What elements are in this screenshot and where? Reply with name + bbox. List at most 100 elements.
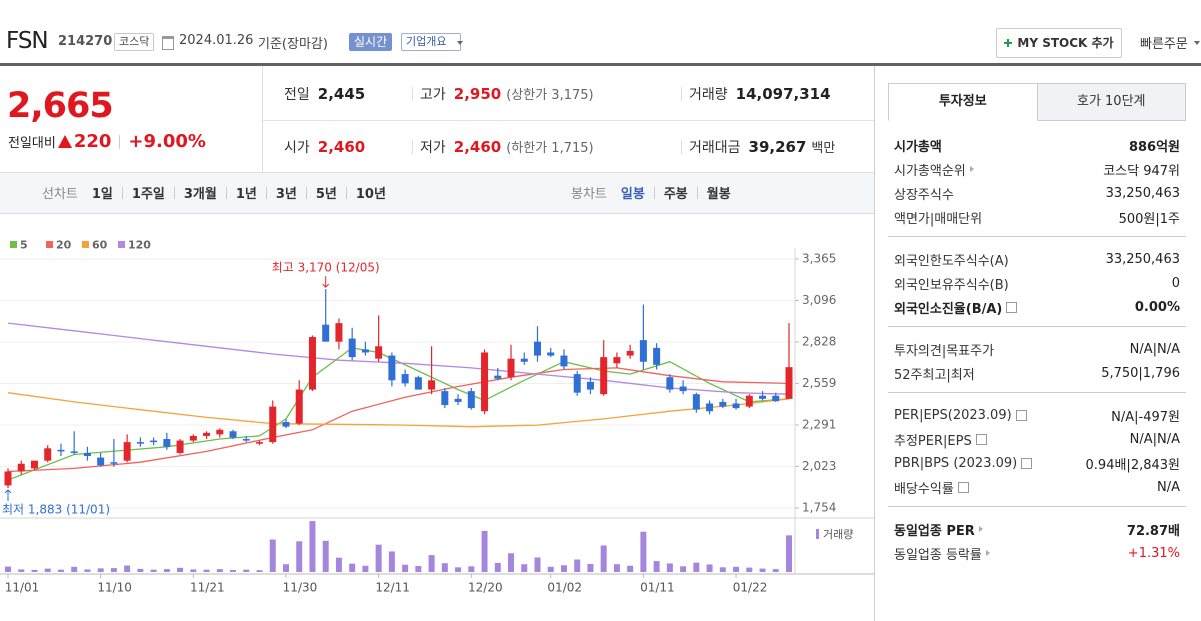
period-tab[interactable]: 1년 [235,187,257,202]
candle-body [44,448,52,461]
period-tab[interactable]: 1일 [91,187,113,202]
candle-body [679,386,687,392]
quote-field: 저가 2,460 (하한가 1,715) [420,137,594,157]
volume-bar [693,562,700,572]
period-tab[interactable]: 월봉 [706,187,731,202]
info-value: 코스닥 947위 [1103,163,1180,179]
panel-tab[interactable]: 호가 10단계 [1037,83,1186,121]
quote-field: 고가 2,950 (상한가 3,175) [420,84,594,104]
my-stock-button[interactable]: MY STOCK 추가 [996,28,1122,58]
candle-body [242,439,250,441]
candle-body [706,403,714,412]
period-tabs: 선차트 1일 1주일 3개월 1년 3년 5년 10년 [42,183,386,202]
period-tab[interactable]: 1주일 [131,187,165,202]
field-value: 39,267 [748,138,807,156]
volume-bar [124,565,131,572]
field-divider [412,87,413,101]
volume-bar [600,545,607,572]
volume-bar [534,557,541,572]
volume-bar [574,559,581,572]
period-tab[interactable]: 5년 [315,187,337,202]
volume-bar [269,539,276,572]
candle-body [613,357,621,364]
info-value: N/A|-497원 [1111,409,1180,425]
quote-divider-h [262,120,874,121]
candle-body [759,395,767,399]
field-divider [681,140,682,154]
info-value: +1.31% [1127,545,1180,561]
info-row: 외국인보유주식수(B) 0 [888,271,1186,295]
candle-body [163,439,171,447]
panel-tab[interactable]: 투자정보 [888,83,1038,121]
info-row: 상장주식수 33,250,463 [888,181,1186,205]
x-tick-label: 11/30 [283,581,318,595]
candle-body [375,346,383,359]
quote-date: 2024.01.26 [179,33,254,48]
candle-body [441,391,449,406]
x-tick-label: 01/22 [733,581,768,595]
candle-body [772,395,780,402]
period-tab[interactable]: 일봉 [620,187,645,202]
info-value: 0 [1171,275,1180,291]
y-tick-label: 3,365 [802,251,836,265]
moving-average-line [7,347,790,481]
volume-bar [640,531,647,572]
volume-bar [719,567,726,572]
info-value: 500원|1주 [1118,211,1180,227]
y-tick-label: 2,559 [802,376,836,390]
period-tab[interactable]: 3년 [275,187,297,202]
link-caret [969,166,974,172]
volume-bar [587,563,594,572]
candle-body [70,451,78,453]
y-tick-label: 1,754 [802,500,836,514]
annotation-arrow [4,489,12,502]
candle-body [428,380,436,390]
field-label: 거래대금 [689,140,741,156]
legend-swatch [82,241,89,248]
info-label: 액면가|매매단위 [894,208,982,227]
candle-body [308,337,316,390]
volume-bar [190,569,197,572]
period-tab[interactable]: 주봉 [663,187,688,202]
info-row: 액면가|매매단위 500원|1주 [888,205,1186,229]
info-label: PER|EPS(2023.09) [894,408,1027,423]
x-tick-label: 12/11 [375,581,410,595]
period-tab[interactable]: 3개월 [183,187,217,202]
volume-bar [296,541,303,572]
volume-legend-label: 거래량 [823,528,853,541]
overview-button[interactable]: 기업개요 [401,33,462,51]
quick-order[interactable]: 빠른주문 [1140,37,1188,52]
candle-body [269,406,277,443]
candle-body [454,398,462,402]
change-value: 220 [73,131,112,152]
period-tab[interactable]: 10년 [355,187,386,202]
volume-bar [481,530,488,572]
volume-bar [71,566,78,572]
realtime-button[interactable]: 실시간 [349,33,393,51]
info-label-text: 액면가|매매단위 [894,211,983,227]
volume-bar [706,564,713,572]
info-label-text: 시가총액 [894,139,942,155]
stock-code: 214270 [58,34,113,49]
candle-body [507,358,515,378]
info-label-text: 시가총액순위 [894,163,966,179]
tab-separator [173,186,175,199]
info-row: 배당수익률 N/A [888,475,1186,499]
candle-body [653,347,661,365]
candle-body [414,377,422,390]
info-row: 52주최고|최저 5,750|1,796 [888,361,1186,385]
info-group: PER|EPS(2023.09) N/A|-497원 추정PER|EPS N/A|N/… [888,393,1186,507]
field-value: 2,445 [317,85,366,103]
info-value: 0.94배|2,843원 [1085,457,1180,473]
y-tick-label: 2,828 [802,334,836,348]
volume-bar [560,565,567,572]
tabs-label: 봉차트 [571,187,607,202]
x-tick-label: 11/10 [97,581,132,595]
y-tick-label: 2,023 [802,459,836,473]
separator [119,134,121,149]
tab-separator [696,186,698,199]
candle-body [83,452,91,457]
volume-bar [746,567,753,572]
candle-body [4,471,12,486]
